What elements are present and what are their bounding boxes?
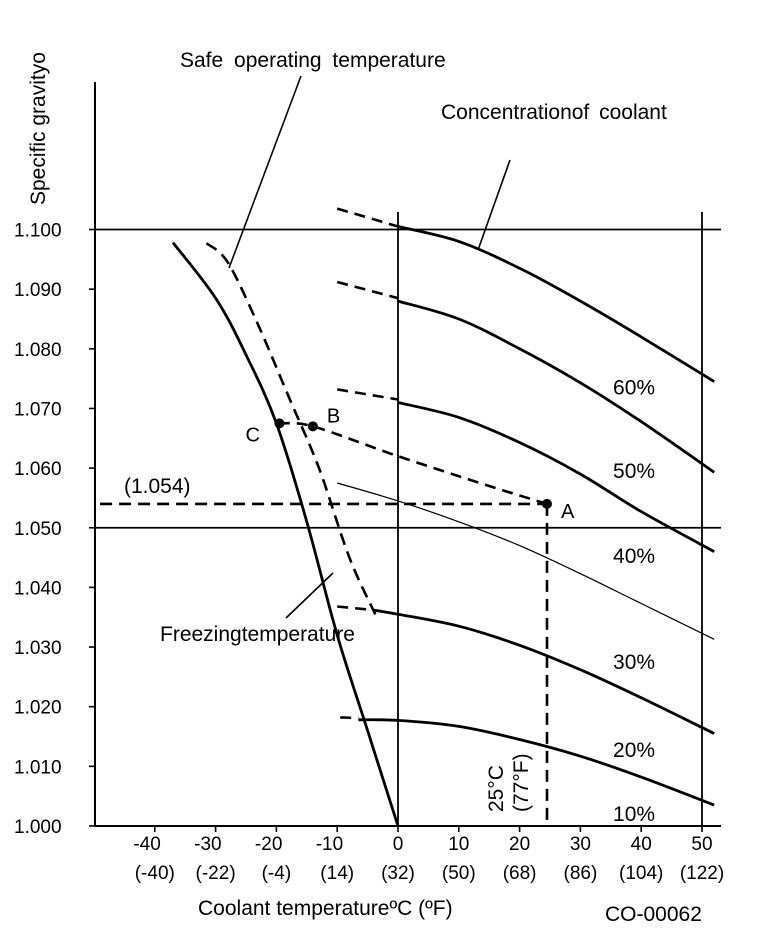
x-tick-label-fahrenheit: (68) [503,863,537,884]
y-tick-label: 1.100 [14,221,62,242]
y-tick-label: 1.050 [14,519,62,540]
reading-points: A B C [245,405,575,523]
concentration-leader [477,159,511,251]
x-tick-label-celsius: 40 [631,834,652,855]
safe-operating-label: Safe operating temperature [180,49,446,72]
percent-label: 30% [613,651,655,674]
y-tick-label: 1.080 [14,340,62,361]
concentration-curve-dashed [336,280,399,300]
reading-point-b [307,421,318,432]
x-tick-label-celsius: -20 [255,834,282,855]
x-tick-label-celsius: 50 [691,834,712,855]
safe-operating-curve [205,242,378,618]
y-tick-label: 1.020 [14,698,62,719]
temp-f-label: (77°F) [510,753,533,812]
x-tick-label-celsius: -30 [194,834,221,855]
concentration-label: Concentrationof coolant [441,101,667,124]
annotation-leaders [228,75,511,619]
reading-point-label: C [245,424,259,446]
concentration-curve-dashed [336,207,399,228]
x-tick-label-celsius: -40 [133,834,160,855]
concentration-curves [336,207,716,807]
y-tick-label: 1.010 [14,757,62,778]
x-tick-label-celsius: 10 [448,834,469,855]
y-tick-label: 1.030 [14,638,62,659]
x-tick-label-fahrenheit: (-40) [135,863,175,884]
freezing-curve-group [171,241,400,827]
y-tick-label: 1.040 [14,578,62,599]
reading-point-c [274,418,285,429]
concentration-curve [397,401,715,553]
concentration-curve-dashed [340,716,359,720]
figure-code: CO-00062 [605,903,702,926]
concentration-curve-dashed [337,605,374,612]
readout-lines [100,421,549,826]
x-tick-label-fahrenheit: (32) [381,863,415,884]
concentration-curve [358,718,715,807]
x-tick-label-fahrenheit: (86) [564,863,598,884]
reading-point-a [541,498,552,509]
x-tick-label-fahrenheit: (14) [320,863,354,884]
freezing-leader [285,572,334,619]
percent-label: 10% [613,803,655,826]
concentration-curve [337,482,715,640]
freezing-temperature-curve [171,241,400,827]
x-tick-label-fahrenheit: (50) [442,863,476,884]
percent-labels: 60% 50% 40% 30% 20% 10% [613,377,655,826]
percent-label: 40% [613,545,655,568]
concentration-curve-dashed [336,388,399,401]
plot-frame [94,82,721,827]
y-tick-label: 1.060 [14,459,62,480]
x-axis-label: Coolant temperatureºC (ºF) [198,897,453,920]
readout-value-label: (1.054) [124,475,191,498]
percent-label: 20% [613,739,655,762]
concentration-curve [397,299,716,474]
x-tick-label-fahrenheit: (104) [619,863,663,884]
temp-c-label: 25°C [485,765,508,812]
y-tick-label: 1.070 [14,399,62,420]
path-a-b-c [279,421,548,506]
y-tick-label: 1.000 [14,817,62,838]
y-axis-label: Specific gravityo [27,52,50,205]
x-tick-label-celsius: 30 [570,834,591,855]
axis-ticks: 1.000 1.010 1.020 1.030 1.040 1.050 1.060 1.070… [14,221,724,885]
x-tick-label-celsius: -10 [316,834,343,855]
concentration-curve [397,225,715,383]
x-tick-label-celsius: 20 [509,834,530,855]
freezing-label: Freezingtemperature [160,623,355,646]
y-tick-label: 1.090 [14,280,62,301]
concentration-curve [373,608,715,735]
reading-point-label: A [561,501,575,523]
x-tick-label-fahrenheit: (122) [680,863,724,884]
x-tick-label-fahrenheit: (-4) [262,863,292,884]
safe-operating-leader [228,75,302,269]
x-tick-label-fahrenheit: (-22) [196,863,236,884]
percent-label: 50% [613,460,655,483]
reading-point-label: B [327,405,340,427]
x-tick-label-celsius: 0 [393,834,404,855]
percent-label: 60% [613,377,655,400]
